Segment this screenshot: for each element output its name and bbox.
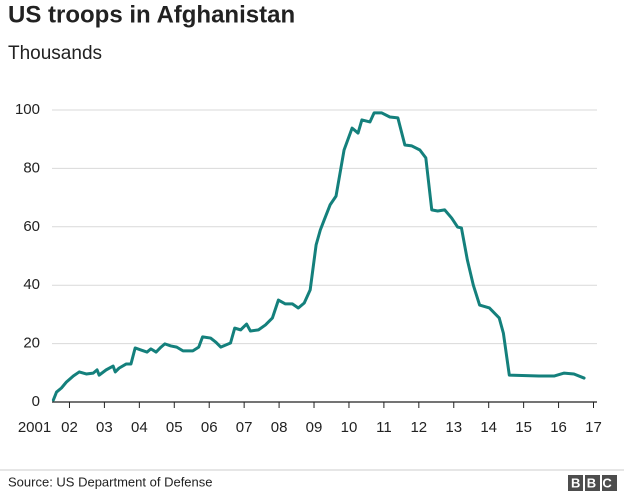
x-tick-label: 06	[201, 419, 218, 436]
x-tick-label: 2001	[18, 419, 51, 436]
chart-title: US troops in Afghanistan	[8, 1, 295, 28]
x-tick-label: 02	[61, 419, 78, 436]
x-tick-label: 15	[515, 419, 532, 436]
y-tick-label: 80	[23, 159, 40, 176]
y-tick-label: 0	[32, 393, 40, 410]
chart-subtitle: Thousands	[8, 43, 102, 64]
y-tick-label: 100	[15, 101, 40, 118]
x-tick-label: 07	[236, 419, 253, 436]
x-tick-label: 12	[410, 419, 427, 436]
x-tick-label: 04	[131, 419, 148, 436]
logo-box	[602, 475, 617, 491]
y-tick-label: 20	[23, 335, 40, 352]
x-tick-label: 08	[271, 419, 288, 436]
logo-box	[585, 475, 600, 491]
x-tick-label: 14	[480, 419, 497, 436]
data-line	[51, 111, 586, 402]
y-tick-label: 40	[23, 276, 40, 293]
y-tick-label: 60	[23, 218, 40, 235]
x-tick-label: 09	[306, 419, 323, 436]
x-tick-label: 05	[166, 419, 183, 436]
logo: BBC	[571, 475, 618, 490]
logo-box	[568, 475, 583, 491]
x-tick-label: 17	[585, 419, 602, 436]
x-tick-label: 13	[445, 419, 462, 436]
source: Source: US Department of Defense	[8, 474, 213, 489]
x-tick-label: 03	[96, 419, 113, 436]
x-tick-label: 10	[341, 419, 358, 436]
x-tick-label: 11	[376, 419, 392, 436]
x-tick-label: 16	[550, 419, 567, 436]
